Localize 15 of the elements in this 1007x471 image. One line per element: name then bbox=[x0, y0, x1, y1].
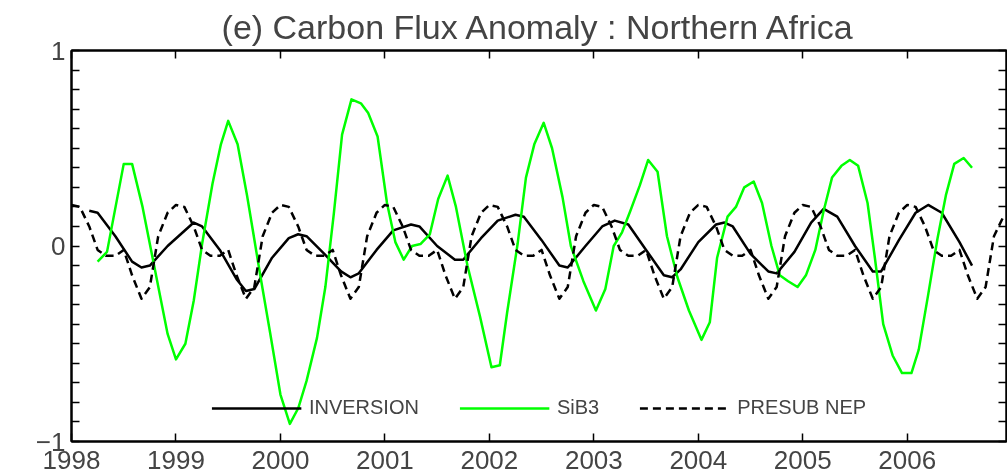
x-tick-label: 2000 bbox=[251, 444, 310, 471]
legend-label: INVERSION bbox=[308, 396, 419, 419]
line-series bbox=[96, 98, 974, 426]
chart-title: (e) Carbon Flux Anomaly : Northern Africa bbox=[221, 7, 853, 46]
y-tick-label: 0 bbox=[51, 231, 66, 261]
x-tick-label: 2004 bbox=[669, 444, 728, 471]
x-tick-label: 2002 bbox=[460, 444, 519, 471]
x-tick-label: 2005 bbox=[773, 444, 832, 471]
x-tick-label: 1999 bbox=[147, 444, 205, 471]
x-tick-label: 2001 bbox=[355, 444, 414, 471]
y-tick-label: 1 bbox=[51, 35, 66, 66]
legend-label: SiB3 bbox=[556, 396, 600, 419]
x-tick-label: 2006 bbox=[878, 444, 937, 471]
legend-label: PRESUB NEP bbox=[737, 396, 867, 419]
x-tick-label: 2003 bbox=[564, 444, 623, 471]
